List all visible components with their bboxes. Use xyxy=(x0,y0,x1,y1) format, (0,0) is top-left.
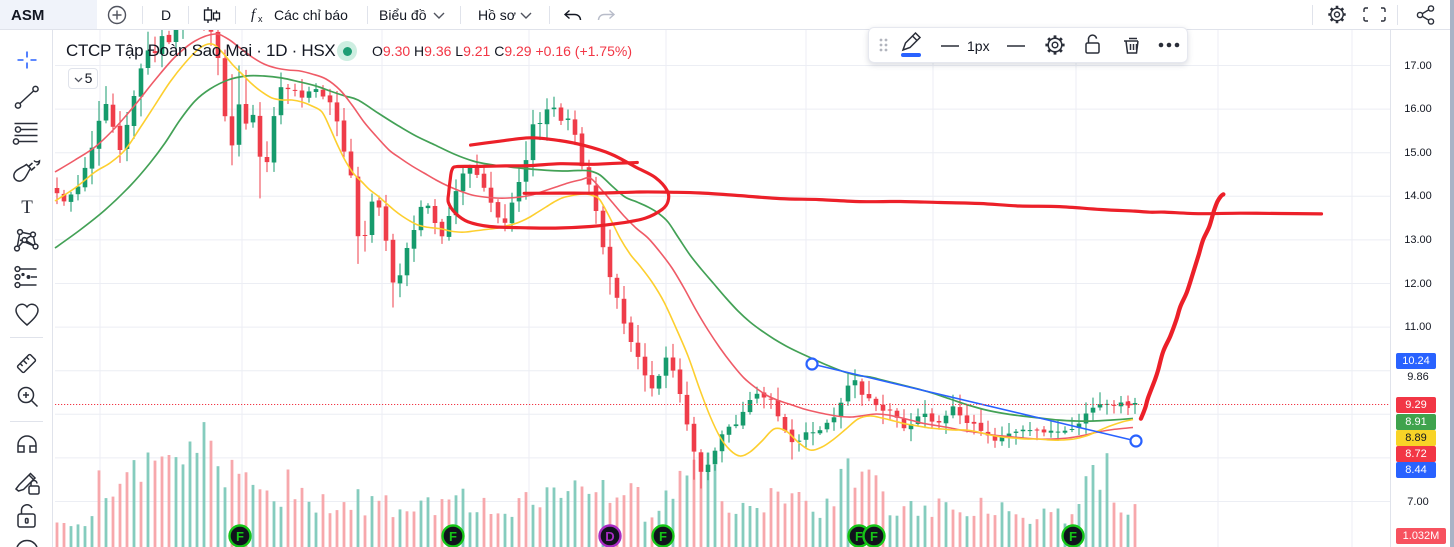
svg-text:F: F xyxy=(659,529,667,544)
svg-text:T: T xyxy=(21,197,33,218)
svg-text:F: F xyxy=(855,529,863,544)
svg-text:D: D xyxy=(161,7,171,23)
svg-text:Các chỉ báo: Các chỉ báo xyxy=(274,7,348,23)
svg-text:F: F xyxy=(870,529,878,544)
svg-text:x: x xyxy=(258,14,263,24)
svg-text:Hồ sơ: Hồ sơ xyxy=(478,7,516,23)
svg-text:F: F xyxy=(1069,529,1077,544)
svg-text:D: D xyxy=(605,529,614,544)
svg-text:F: F xyxy=(236,529,244,544)
svg-text:f: f xyxy=(251,7,257,23)
svg-text:Biểu đồ: Biểu đồ xyxy=(379,7,427,23)
svg-text:F: F xyxy=(449,529,457,544)
svg-text:1px: 1px xyxy=(967,38,990,54)
